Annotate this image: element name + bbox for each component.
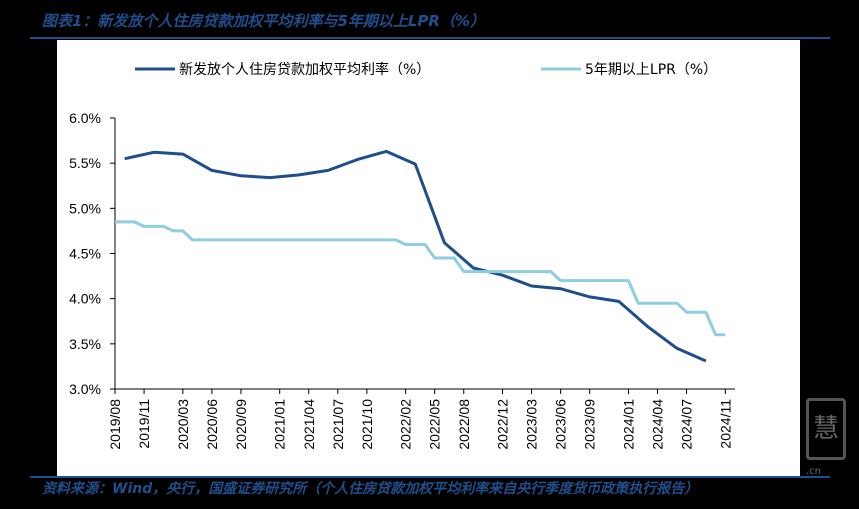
x-tick-label: 2022/12 (495, 399, 511, 450)
legend-lpr-label: 5年期以上LPR（%） (585, 62, 717, 78)
x-tick-label: 2022/02 (398, 399, 414, 450)
x-tick-label: 2022/05 (427, 399, 443, 450)
legend-mortgage-label: 新发放个人住房贷款加权平均利率（%） (179, 61, 430, 78)
y-tick-label: 3.0% (69, 381, 101, 397)
title-rule (30, 37, 830, 39)
x-tick-label: 2024/07 (679, 399, 695, 450)
figure-title: 图表1：新发放个人住房贷款加权平均利率与5年期以上LPR（%） (42, 12, 486, 30)
mortgage-rate-line (124, 149, 707, 363)
y-tick-label: 4.5% (69, 246, 101, 262)
x-tick-label: 2020/03 (175, 399, 191, 450)
x-tick-label: 2021/10 (359, 399, 375, 450)
y-tick-label: 3.5% (69, 336, 101, 352)
y-tick-label: 4.0% (69, 291, 101, 307)
lpr-5y-line (115, 220, 726, 337)
source-note: 资料来源：Wind，央行，国盛证券研究所（个人住房贷款加权平均利率来自央行季度货… (42, 481, 699, 497)
x-tick-label: 2020/09 (233, 399, 249, 450)
y-tick-label: 5.0% (69, 200, 101, 216)
x-tick-label: 2022/08 (456, 399, 472, 450)
x-tick-label: 2023/09 (582, 399, 598, 450)
x-tick-label: 2023/06 (553, 399, 569, 450)
x-tick-label: 2019/11 (136, 399, 152, 449)
line-chart: 3.0% 3.5% 4.0% 4.5% 5.0% 5.5% 6.0% 2019/08 2019/… (69, 61, 735, 450)
watermark-url: .cn (806, 466, 822, 477)
x-tick-label: 2021/04 (301, 399, 317, 450)
chart-panel: 3.0% 3.5% 4.0% 4.5% 5.0% 5.5% 6.0% 2019/08 2019/… (57, 40, 800, 477)
source-rule (30, 476, 830, 478)
x-tick-label: 2023/03 (524, 399, 540, 450)
x-tick-label: 2020/06 (204, 399, 220, 450)
y-tick-label: 5.5% (69, 155, 101, 171)
x-tick-label: 2019/08 (107, 399, 123, 450)
x-tick-label: 2024/04 (650, 399, 666, 450)
x-tick-label: 2021/01 (272, 399, 288, 450)
y-tick-label: 6.0% (69, 110, 101, 126)
x-tick-label: 2024/01 (620, 399, 636, 450)
watermark-logo: 慧 (806, 398, 846, 460)
x-tick-label: 2021/07 (330, 399, 346, 450)
x-tick-label: 2024/11 (717, 399, 733, 449)
